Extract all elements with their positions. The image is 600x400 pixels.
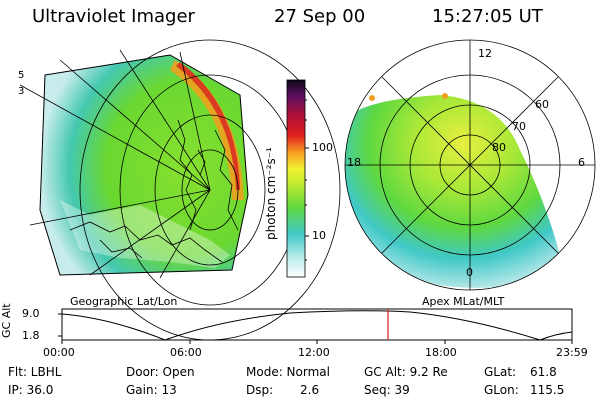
- geographic-caption: Geographic Lat/Lon: [70, 295, 178, 308]
- colorbar-tick-10: 10: [312, 229, 326, 242]
- lat-lon-grid: [19, 39, 341, 341]
- filter-readout: Flt: LBHL: [8, 365, 62, 379]
- glat-label: GLat:: [484, 365, 517, 379]
- orbit-xtick-3: 18:00: [425, 346, 457, 359]
- glon-value: 115.5: [530, 383, 565, 397]
- dsp-label: Dsp:: [246, 383, 274, 397]
- colorbar: [286, 79, 309, 278]
- orbit-ytick-1-8: 1.8: [22, 329, 40, 342]
- apex-polar-panel: [344, 39, 596, 291]
- mlt-label-12: 12: [478, 47, 492, 60]
- colorbar-tick-100: 100: [312, 141, 333, 154]
- orbit-xtick-1: 06:00: [170, 346, 202, 359]
- ip-readout: IP: 36.0: [8, 383, 54, 397]
- dsp-value: 2.6: [300, 383, 320, 397]
- gain-readout: Gain: 13: [126, 383, 177, 397]
- orbit-xtick-2: 12:00: [298, 346, 330, 359]
- apex-caption: Apex MLat/MLT: [422, 295, 505, 308]
- orbit-altitude-plot: [58, 308, 573, 344]
- altitude-curve: [61, 310, 573, 341]
- globe-edge-marks: 5 3: [18, 70, 24, 97]
- orbit-ytick-9: 9.0: [22, 307, 40, 320]
- svg-text:3: 3: [18, 86, 24, 97]
- orbit-xtick-4: 23:59: [556, 346, 588, 359]
- instrument-title: Ultraviolet Imager: [32, 6, 195, 27]
- glat-value: 61.8: [530, 365, 557, 379]
- mode-readout: Mode: Normal: [246, 365, 330, 379]
- seq-readout: Seq: 39: [364, 383, 410, 397]
- aurora-emission-left: [40, 55, 248, 275]
- geographic-globe-panel: 5 3: [18, 39, 341, 341]
- svg-text:5: 5: [18, 70, 24, 81]
- lat-label-70: 70: [512, 120, 526, 133]
- mlt-label-0: 0: [466, 266, 473, 279]
- polar-grid: [344, 39, 596, 291]
- image-time: 15:27:05 UT: [432, 6, 543, 27]
- lat-label-60: 60: [535, 98, 549, 111]
- colorbar-unit-label: photon cm⁻²s⁻¹: [264, 147, 278, 240]
- mlt-label-18: 18: [347, 156, 361, 169]
- image-date: 27 Sep 00: [274, 6, 366, 27]
- gc-alt-readout: GC Alt: 9.2 Re: [364, 365, 448, 379]
- aurora-emission-right: [345, 95, 560, 288]
- mlt-label-6: 6: [578, 156, 585, 169]
- orbit-y-label: GC Alt: [0, 303, 13, 338]
- door-readout: Door: Open: [126, 365, 195, 379]
- coastlines: [69, 119, 239, 263]
- lat-label-80: 80: [492, 141, 506, 154]
- orbit-xtick-0: 00:00: [43, 346, 75, 359]
- glon-label: GLon:: [484, 383, 519, 397]
